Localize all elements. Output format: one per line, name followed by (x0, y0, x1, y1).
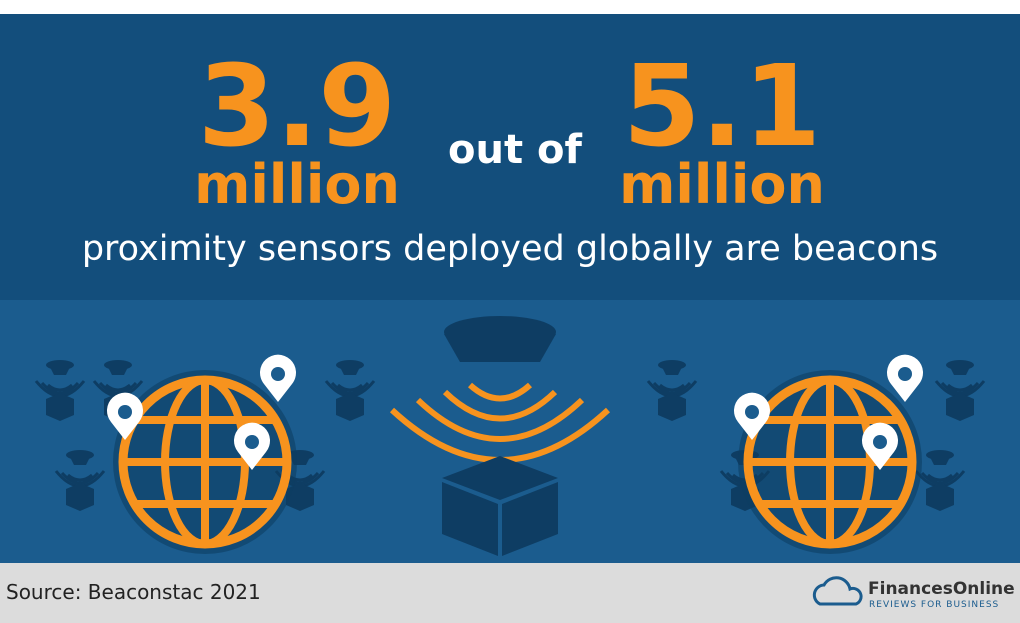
header-panel (0, 14, 1020, 300)
globe (113, 370, 297, 554)
right-unit: million (619, 153, 825, 216)
logo-tagline: REVIEWS FOR BUSINESS (869, 600, 999, 610)
source: Source: Beaconstac 2021 (6, 580, 261, 604)
logo-name: FinancesOnline (868, 579, 1015, 599)
connector: out of (448, 127, 582, 173)
top-strip (0, 0, 1020, 14)
footer-bar (0, 563, 1020, 623)
logo: FinancesOnline REVIEWS FOR BUSINESS (812, 576, 1015, 610)
globe (738, 370, 922, 554)
illustration (34, 316, 986, 556)
left-number: 3.9 (198, 42, 396, 172)
main-beacon (389, 316, 611, 556)
subtitle: proximity sensors deployed globally are … (82, 229, 938, 269)
left-unit: million (194, 153, 400, 216)
right-number: 5.1 (623, 42, 821, 172)
